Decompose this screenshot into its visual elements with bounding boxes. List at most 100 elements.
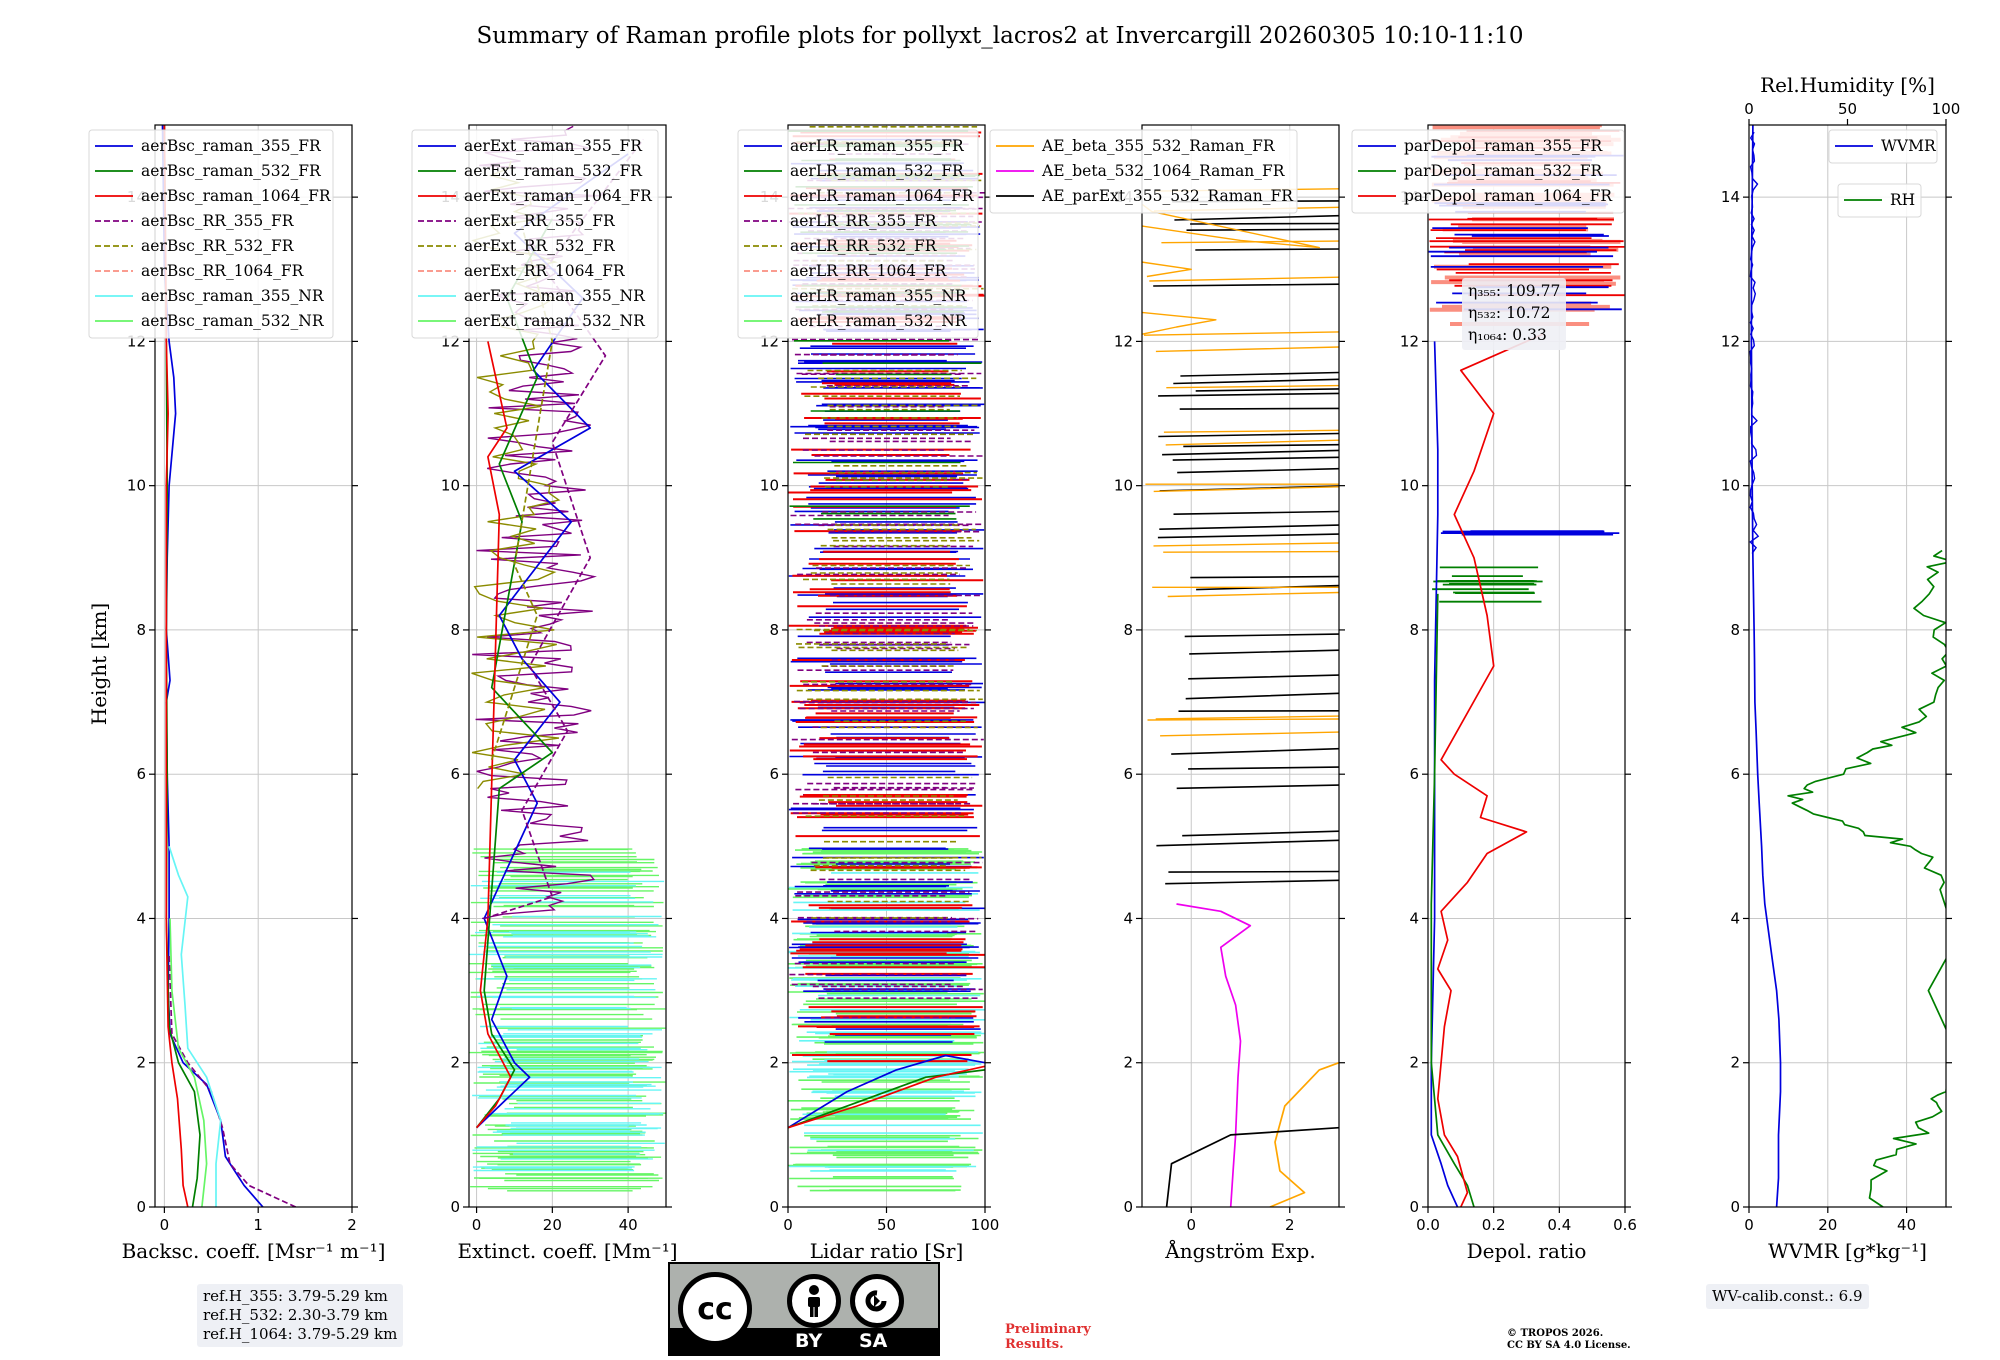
top-tick-label: 100	[1932, 100, 1961, 118]
y-tick-label: 0	[450, 1198, 460, 1216]
y-tick-label: 6	[450, 765, 460, 783]
copyright-line-1: © TROPOS 2026.	[1507, 1328, 1604, 1339]
y-tick-label: 4	[769, 909, 779, 927]
cc-icon: cc	[678, 1272, 752, 1346]
legend-label-WVMR: WVMR	[1881, 137, 1937, 155]
legend-extinction: aerExt_raman_355_FR aerExt_raman_532_FRae…	[411, 129, 659, 339]
legend-label-AE_beta_355_532_Raman_FR: AE_beta_355_532_Raman_FR	[1041, 137, 1276, 155]
legend-label-aerExt_raman_355_FR: aerExt_raman_355_FR	[464, 137, 643, 155]
x-axis-label: Ångström Exp.	[1164, 1238, 1315, 1263]
legend-label-aerExt_RR_355_FR: aerExt_RR_355_FR	[464, 212, 616, 230]
x-tick-label: 40	[1897, 1216, 1916, 1234]
legend-label-aerBsc_raman_1064_FR: aerBsc_raman_1064_FR	[141, 187, 332, 205]
ref-height-1064: ref.H_1064: 3.79-5.29 km	[203, 1325, 398, 1343]
legend-label-aerBsc_RR_532_FR: aerBsc_RR_532_FR	[141, 237, 295, 255]
series-AE_beta_532_1064_Raman_FR	[1176, 903, 1252, 1207]
legend-label-aerLR_raman_532_NR: aerLR_raman_532_NR	[790, 312, 968, 330]
legend-label-aerLR_raman_355_NR: aerLR_raman_355_NR	[790, 287, 968, 305]
y-tick-label: 12	[1400, 332, 1419, 350]
legend-label-aerLR_RR_355_FR: aerLR_RR_355_FR	[790, 212, 938, 230]
y-tick-label: 0	[1123, 1198, 1133, 1216]
noise-nr-355	[469, 871, 665, 1172]
panel-frame	[154, 124, 353, 1208]
copyright-note: © TROPOS 2026. CC BY SA 4.0 License.	[1507, 1328, 1631, 1352]
ref-height-355: ref.H_355: 3.79-5.29 km	[203, 1287, 388, 1305]
x-tick-label: 0	[1744, 1216, 1754, 1234]
x-tick-label: 20	[1818, 1216, 1837, 1234]
noise-nr-532	[469, 848, 666, 1192]
legend-rh: RH	[1837, 183, 1922, 218]
legend-label-aerLR_raman_532_FR: aerLR_raman_532_FR	[790, 162, 965, 180]
noise-depol-532	[1432, 566, 1543, 603]
cc-sa-label: SA	[859, 1330, 888, 1352]
panel-frame	[1427, 124, 1626, 1208]
y-tick-label: 2	[136, 1054, 146, 1072]
y-tick-label: 10	[760, 477, 779, 495]
series-aerLR_raman_355_FR	[788, 1054, 985, 1129]
eta-value-1: η₅₃₂: 10.72	[1468, 304, 1550, 322]
x-tick-label: 0.6	[1613, 1216, 1637, 1234]
legend-label-parDepol_raman_1064_FR: parDepol_raman_1064_FR	[1404, 187, 1613, 205]
figure-title: Summary of Raman profile plots for polly…	[477, 23, 1524, 49]
y-tick-label: 4	[1409, 909, 1419, 927]
series-parDepol_raman_355_FR	[1430, 341, 1459, 1207]
y-tick-label: 2	[769, 1054, 779, 1072]
legend-depolarization: parDepol_raman_355_FR parDepol_raman_532_…	[1351, 129, 1625, 214]
legend-label-aerExt_raman_355_NR: aerExt_raman_355_NR	[464, 287, 646, 305]
x-tick-label: 0	[472, 1216, 482, 1234]
legend-frame	[1351, 129, 1625, 214]
y-tick-label: 6	[136, 765, 146, 783]
y-tick-label: 8	[1730, 621, 1740, 639]
legend-label-aerLR_raman_355_FR: aerLR_raman_355_FR	[790, 137, 965, 155]
ref-height-532: ref.H_532: 2.30-3.79 km	[203, 1306, 388, 1324]
eta-value-2: η₁₀₆₄: 0.33	[1468, 326, 1547, 344]
legend-label-aerLR_raman_1064_FR: aerLR_raman_1064_FR	[790, 187, 975, 205]
series-RH	[1787, 549, 1946, 1207]
panel-data-extinction	[469, 125, 666, 1192]
x-tick-label: 0.0	[1416, 1216, 1440, 1234]
cc-by-sa-badge: cc BY SA	[668, 1262, 940, 1356]
y-tick-label: 0	[136, 1198, 146, 1216]
x-tick-label: 1	[253, 1216, 263, 1234]
panel-frame	[1748, 124, 1947, 1208]
y-tick-label: 6	[769, 765, 779, 783]
preliminary-line-1: Preliminary	[1005, 1322, 1091, 1337]
series-parDepol_raman_1064_FR	[1436, 333, 1544, 1207]
y-tick-label: 8	[1409, 621, 1419, 639]
preliminary-note: Preliminary Results.	[1005, 1322, 1091, 1352]
legend-angstrom: AE_beta_355_532_Raman_FR AE_beta_532_1064…	[989, 129, 1298, 214]
x-tick-label: 100	[971, 1216, 1000, 1234]
legend-frame	[411, 129, 659, 339]
y-tick-label: 14	[1721, 188, 1740, 206]
y-tick-label: 4	[1730, 909, 1740, 927]
legend-label-aerBsc_raman_355_NR: aerBsc_raman_355_NR	[141, 287, 325, 305]
wv-calib-const: WV-calib.const.: 6.9	[1712, 1287, 1863, 1305]
series-parDepol_raman_532_FR	[1430, 593, 1475, 1207]
eta-value-0: η₃₅₅: 109.77	[1468, 282, 1560, 300]
series-aerBsc_raman_355_NR	[168, 846, 222, 1207]
legend-label-aerExt_raman_532_FR: aerExt_raman_532_FR	[464, 162, 643, 180]
preliminary-line-2: Results.	[1005, 1337, 1064, 1352]
panel-data-angstrom	[1142, 188, 1339, 1207]
legend-frame	[989, 129, 1298, 214]
y-tick-label: 2	[1123, 1054, 1133, 1072]
panel-frame	[468, 124, 667, 1208]
y-tick-label: 4	[450, 909, 460, 927]
y-tick-label: 6	[1730, 765, 1740, 783]
series-AE_parExt_355_532_Raman_FR	[1165, 1126, 1339, 1207]
noise-depol-355-mid	[1440, 530, 1620, 536]
top-axis-label: Rel.Humidity [%]	[1760, 73, 1935, 97]
legend-label-aerBsc_RR_1064_FR: aerBsc_RR_1064_FR	[141, 262, 305, 280]
legend-wvmr: WVMR	[1828, 129, 1938, 164]
legend-label-parDepol_raman_532_FR: parDepol_raman_532_FR	[1404, 162, 1604, 180]
y-tick-label: 2	[1409, 1054, 1419, 1072]
y-tick-label: 10	[127, 477, 146, 495]
ae-spike-2	[1142, 261, 1192, 278]
legend-label-AE_parExt_355_532_Raman_FR: AE_parExt_355_532_Raman_FR	[1041, 187, 1294, 205]
y-tick-label: 10	[1400, 477, 1419, 495]
x-axis-label: Backsc. coeff. [Msr⁻¹ m⁻¹]	[122, 1239, 386, 1263]
